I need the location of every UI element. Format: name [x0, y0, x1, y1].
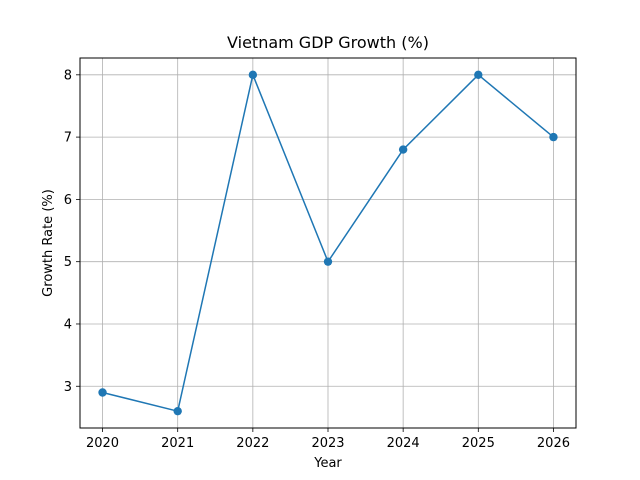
data-point-2024 [398, 145, 408, 154]
data-point-2022 [248, 70, 258, 80]
data-point-2023 [323, 257, 333, 266]
x-tick-label-6: 2026 [537, 436, 570, 451]
x-tick-label-0: 2020 [86, 436, 119, 451]
data-point-2025 [474, 70, 483, 80]
y-tick-label-4: 7 [64, 131, 72, 146]
y-axis-label: Growth Rate (%) [41, 189, 56, 297]
y-tick-label-0: 3 [64, 380, 72, 395]
y-tick-label-5: 8 [64, 68, 72, 83]
data-point-2026 [549, 132, 558, 142]
x-axis-label: Year [313, 456, 342, 471]
x-axis-ticks: 2020 2021 2022 2023 2024 2025 2026 [86, 428, 570, 451]
x-tick-label-1: 2021 [161, 436, 194, 451]
x-tick-label-2: 2022 [236, 436, 269, 451]
y-axis-ticks: 3 4 5 6 7 8 [64, 68, 80, 395]
series-layer [98, 70, 558, 416]
data-point-2021 [173, 406, 182, 416]
chart-title: Vietnam GDP Growth (%) [227, 33, 429, 52]
x-tick-label-5: 2025 [462, 436, 495, 451]
y-tick-label-3: 6 [64, 193, 72, 208]
x-tick-label-3: 2023 [311, 436, 344, 451]
data-point-2020 [98, 388, 107, 397]
x-tick-label-4: 2024 [387, 436, 420, 451]
y-tick-label-1: 4 [64, 317, 72, 332]
y-tick-label-2: 5 [64, 255, 72, 270]
